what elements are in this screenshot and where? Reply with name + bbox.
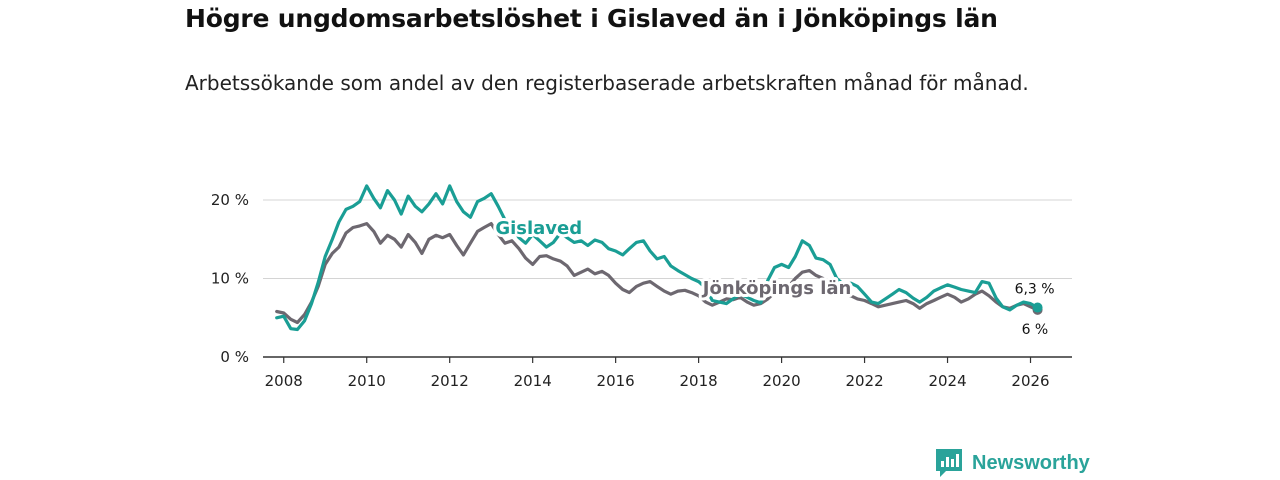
x-tick-label: 2020 [762, 372, 800, 390]
y-tick-label: 20 % [211, 191, 249, 209]
y-axis-ticks: 0 % 10 % 20 % [211, 191, 249, 366]
x-tick-label: 2010 [348, 372, 386, 390]
chart-title: Högre ungdomsarbetslöshet i Gislaved än … [185, 4, 998, 33]
end-value-label-gislaved: 6,3 % [1015, 282, 1055, 298]
x-tick-label: 2012 [431, 372, 469, 390]
end-value-label-jonkopings-lan: 6 % [1022, 322, 1049, 338]
series-label-jonkopings-lan: Jönköpings län [701, 278, 852, 299]
newsworthy-logo-icon [936, 449, 962, 477]
series-lines [275, 184, 1043, 332]
y-tick-label: 0 % [220, 348, 249, 366]
series-line-gislaved [275, 184, 1040, 332]
brand-logo[interactable]: Newsworthy [936, 448, 1090, 478]
x-tick-label: 2008 [265, 372, 303, 390]
brand-name: Newsworthy [972, 451, 1090, 474]
chart-subtitle: Arbetssökande som andel av den registerb… [185, 71, 1029, 95]
x-tick-label: 2024 [928, 372, 966, 390]
series-label-gislaved: Gislaved [495, 218, 582, 239]
series-end-point [1032, 302, 1043, 313]
gridlines [263, 199, 1072, 279]
series-labels: Gislaved Jönköpings län 6,3 % 6 % [492, 215, 1056, 340]
x-tick-label: 2014 [514, 372, 552, 390]
series-line-jonkopings-lan [275, 222, 1040, 325]
y-tick-label: 10 % [211, 270, 249, 288]
x-tick-label: 2026 [1011, 372, 1049, 390]
x-tick-label: 2016 [597, 372, 635, 390]
x-tick-label: 2022 [845, 372, 883, 390]
x-tick-label: 2018 [680, 372, 718, 390]
x-axis: 2008 2010 2012 2014 2016 2018 2020 2022 2024 2026 [263, 356, 1072, 390]
